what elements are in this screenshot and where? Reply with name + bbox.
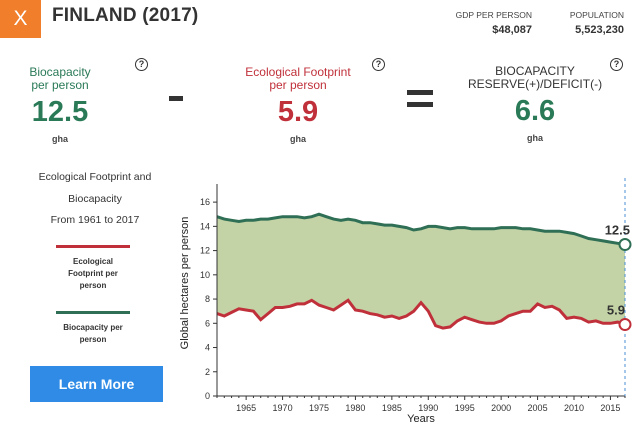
- reserve-value: 6.6: [514, 95, 556, 127]
- footprint-end-label: 5.9: [607, 303, 625, 318]
- chart-description: Ecological Footprint and Biocapacity Fro…: [38, 171, 152, 226]
- reserve-unit: gha: [526, 133, 543, 143]
- legend-biocapacity-label: Biocapacity per person: [63, 323, 123, 344]
- minus-sign: [169, 96, 183, 101]
- footprint-help-icon[interactable]: ?: [372, 58, 385, 71]
- x-tick-label: 2005: [528, 403, 548, 413]
- x-tick-label: 1970: [273, 403, 293, 413]
- close-button[interactable]: X: [0, 0, 41, 38]
- y-tick-label: 16: [200, 197, 210, 207]
- y-tick-label: 2: [205, 367, 210, 377]
- biocapacity-end-label: 12.5: [605, 223, 630, 238]
- x-tick-label: 1965: [236, 403, 256, 413]
- y-tick-label: 0: [205, 391, 210, 401]
- reserve-area: [217, 214, 625, 329]
- page-title: FINLAND (2017): [52, 5, 199, 26]
- biocapacity-series-line: [216, 212, 626, 246]
- legend-footprint-swatch: [56, 245, 130, 248]
- gdp-stat: GDP PER PERSON $48,087: [456, 10, 532, 36]
- equals-sign-top: [407, 90, 433, 95]
- y-axis-title: Global hectares per person: [179, 217, 191, 350]
- reserve-label: BIOCAPACITY RESERVE(+)/DEFICIT(-): [467, 64, 603, 91]
- reserve-metric: BIOCAPACITY RESERVE(+)/DEFICIT(-) 6.6 gh…: [460, 64, 610, 144]
- population-label: POPULATION: [569, 10, 624, 20]
- gdp-value: $48,087: [492, 24, 532, 36]
- x-tick-label: 1975: [309, 403, 329, 413]
- footprint-end-marker[interactable]: [618, 318, 632, 332]
- learn-more-button[interactable]: Learn More: [30, 366, 163, 402]
- x-tick-label: 2010: [564, 403, 584, 413]
- equals-sign-bottom: [407, 102, 433, 107]
- footprint-unit: gha: [289, 134, 306, 144]
- x-tick-label: 1990: [418, 403, 438, 413]
- biocapacity-value: 12.5: [31, 96, 89, 128]
- x-tick-label: 1980: [345, 403, 365, 413]
- biocapacity-label: Biocapacity per person: [29, 65, 91, 92]
- y-tick-label: 14: [200, 221, 210, 231]
- biocapacity-end-marker[interactable]: [618, 238, 632, 252]
- reserve-help-icon[interactable]: ?: [610, 58, 623, 71]
- footprint-value: 5.9: [277, 96, 319, 128]
- x-tick-label: 2015: [600, 403, 620, 413]
- y-tick-label: 12: [200, 246, 210, 256]
- legend-biocapacity-swatch: [56, 311, 130, 314]
- biocapacity-help-icon[interactable]: ?: [135, 58, 148, 71]
- y-tick-label: 4: [205, 343, 210, 353]
- footprint-metric: Ecological Footprint per person 5.9 gha: [232, 65, 364, 145]
- y-tick-label: 10: [200, 270, 210, 280]
- gdp-label: GDP PER PERSON: [455, 10, 532, 20]
- footprint-label: Ecological Footprint per person: [245, 65, 351, 92]
- x-tick-label: 1985: [382, 403, 402, 413]
- y-tick-label: 6: [205, 318, 210, 328]
- population-stat: POPULATION 5,523,230: [570, 10, 624, 36]
- biocapacity-metric: Biocapacity per person 12.5 gha: [14, 65, 106, 145]
- legend-footprint-label: Ecological Footprint per person: [68, 257, 118, 290]
- population-value: 5,523,230: [575, 24, 624, 36]
- biocapacity-unit: gha: [51, 134, 68, 144]
- chart-axes: 0 2 4 6 8 10 12 14 16 1965 1970 1975 1980 1985 1990 199…: [200, 184, 626, 413]
- x-tick-label: 2000: [491, 403, 511, 413]
- x-tick-label: 1995: [455, 403, 475, 413]
- y-tick-label: 8: [205, 294, 210, 304]
- x-axis-title: Years: [407, 413, 435, 425]
- footprint-series-line: [216, 298, 626, 330]
